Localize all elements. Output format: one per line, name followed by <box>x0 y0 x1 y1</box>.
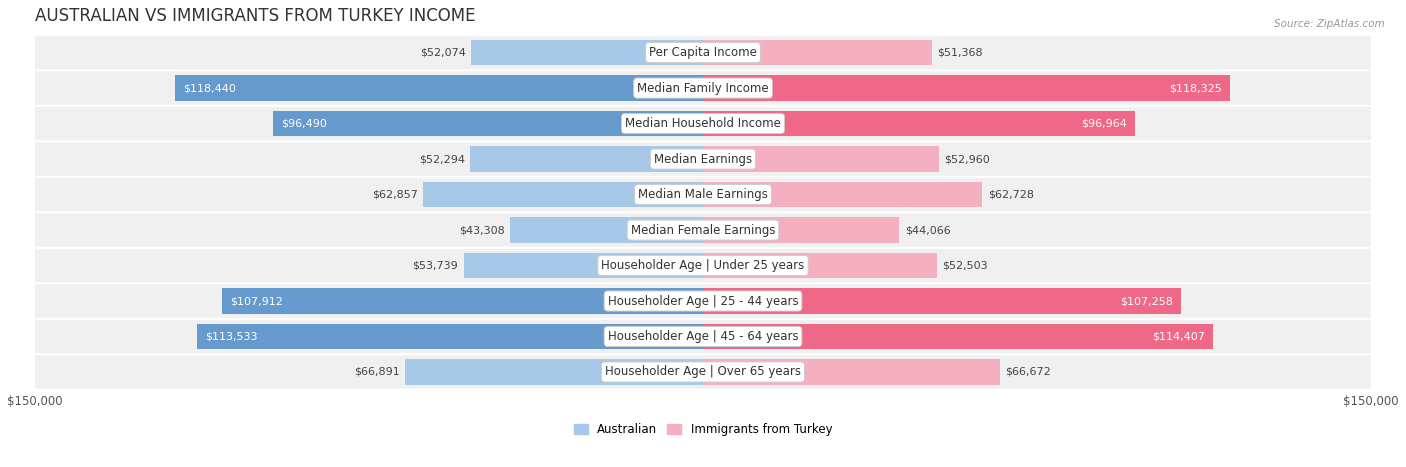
Text: Source: ZipAtlas.com: Source: ZipAtlas.com <box>1274 19 1385 28</box>
Legend: Australian, Immigrants from Turkey: Australian, Immigrants from Turkey <box>569 418 837 441</box>
Bar <box>510 217 703 243</box>
Text: Median Male Earnings: Median Male Earnings <box>638 188 768 201</box>
Bar <box>405 359 703 385</box>
Text: $118,325: $118,325 <box>1170 83 1222 93</box>
Bar <box>222 288 703 314</box>
Text: $52,074: $52,074 <box>420 48 465 57</box>
Bar <box>703 359 1000 385</box>
Text: $107,258: $107,258 <box>1121 296 1173 306</box>
Bar <box>423 182 703 207</box>
Bar <box>703 288 1181 314</box>
FancyBboxPatch shape <box>35 142 1371 176</box>
Text: $66,891: $66,891 <box>354 367 399 377</box>
Text: Median Family Income: Median Family Income <box>637 82 769 95</box>
Text: $107,912: $107,912 <box>231 296 283 306</box>
Text: $53,739: $53,739 <box>412 261 458 270</box>
Text: Householder Age | 25 - 44 years: Householder Age | 25 - 44 years <box>607 295 799 307</box>
Text: $96,490: $96,490 <box>281 119 328 128</box>
Text: $52,960: $52,960 <box>945 154 990 164</box>
Text: Householder Age | Over 65 years: Householder Age | Over 65 years <box>605 366 801 378</box>
Text: $62,857: $62,857 <box>371 190 418 199</box>
Bar <box>703 217 900 243</box>
Bar <box>464 253 703 278</box>
Bar <box>273 111 703 136</box>
Text: $44,066: $44,066 <box>904 225 950 235</box>
Bar <box>470 146 703 172</box>
Text: Householder Age | 45 - 64 years: Householder Age | 45 - 64 years <box>607 330 799 343</box>
Text: $62,728: $62,728 <box>988 190 1033 199</box>
FancyBboxPatch shape <box>35 249 1371 282</box>
Text: $113,533: $113,533 <box>205 332 257 341</box>
Text: $51,368: $51,368 <box>938 48 983 57</box>
FancyBboxPatch shape <box>35 284 1371 318</box>
FancyBboxPatch shape <box>35 178 1371 211</box>
Text: $114,407: $114,407 <box>1152 332 1205 341</box>
Text: Median Female Earnings: Median Female Earnings <box>631 224 775 236</box>
Text: Householder Age | Under 25 years: Householder Age | Under 25 years <box>602 259 804 272</box>
Text: $96,964: $96,964 <box>1081 119 1128 128</box>
Text: $43,308: $43,308 <box>458 225 505 235</box>
Bar <box>197 324 703 349</box>
Text: $52,503: $52,503 <box>942 261 988 270</box>
Text: $52,294: $52,294 <box>419 154 465 164</box>
FancyBboxPatch shape <box>35 36 1371 69</box>
Text: $66,672: $66,672 <box>1005 367 1052 377</box>
Bar <box>703 324 1213 349</box>
Bar <box>471 40 703 65</box>
Bar <box>703 182 983 207</box>
Bar <box>703 111 1135 136</box>
FancyBboxPatch shape <box>35 213 1371 247</box>
FancyBboxPatch shape <box>35 71 1371 105</box>
Bar <box>703 146 939 172</box>
Bar <box>703 40 932 65</box>
FancyBboxPatch shape <box>35 320 1371 353</box>
FancyBboxPatch shape <box>35 355 1371 389</box>
Text: Per Capita Income: Per Capita Income <box>650 46 756 59</box>
Bar <box>703 253 936 278</box>
Text: Median Earnings: Median Earnings <box>654 153 752 166</box>
Text: $118,440: $118,440 <box>183 83 236 93</box>
Bar <box>703 75 1230 101</box>
FancyBboxPatch shape <box>35 107 1371 140</box>
Text: AUSTRALIAN VS IMMIGRANTS FROM TURKEY INCOME: AUSTRALIAN VS IMMIGRANTS FROM TURKEY INC… <box>35 7 475 25</box>
Bar <box>176 75 703 101</box>
Text: Median Household Income: Median Household Income <box>626 117 780 130</box>
